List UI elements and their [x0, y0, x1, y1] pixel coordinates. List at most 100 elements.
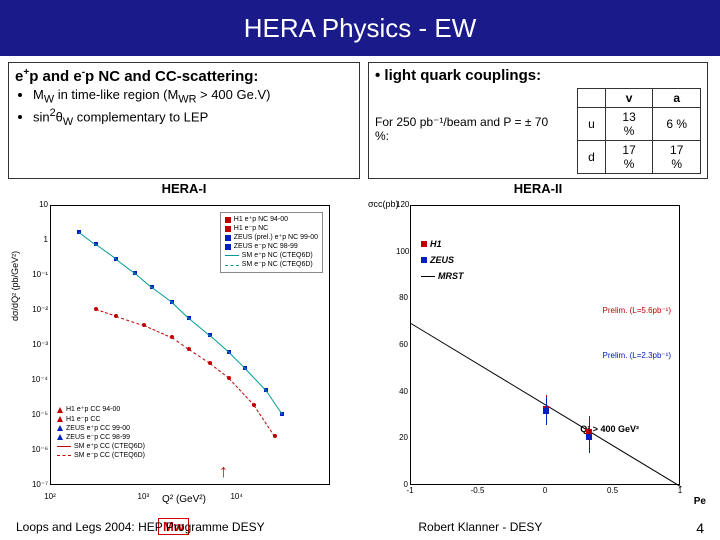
xtick: 10⁴	[230, 492, 242, 501]
cc-line	[172, 337, 189, 350]
table-cell: 17 %	[653, 141, 701, 174]
legend-label: H1 e⁺p CC 94-00	[66, 405, 120, 414]
legend-label: H1 e⁺p NC 94-00	[234, 215, 288, 224]
ytick: 10⁻¹	[30, 270, 48, 279]
info-line: For 250 pb⁻¹/beam and P = ± 70 %:	[375, 115, 563, 143]
legend-item: ZEUS e⁻p NC 98-99	[225, 242, 318, 251]
legend-marker-icon	[225, 217, 231, 223]
cc-line	[228, 378, 254, 406]
ytick: 100	[396, 247, 408, 256]
right-heading: • light quark couplings:	[375, 67, 701, 84]
xtick: 10³	[138, 492, 150, 501]
sm-line	[116, 259, 136, 274]
sm-line	[228, 352, 245, 369]
table-cell: 6 %	[653, 108, 701, 141]
table-cell: d	[578, 141, 606, 174]
xtick: -1	[406, 486, 413, 495]
charts-row: HERA-I dσ/dQ² (pb/GeV²) H1 e⁺p NC 94-00H…	[0, 179, 720, 521]
cc-line	[209, 363, 229, 379]
legend-item: ZEUS (prel.) e⁺p NC 99-00	[225, 233, 318, 242]
sm-line	[209, 335, 229, 353]
chart-right-ylabel: σcc(pb)	[368, 199, 399, 209]
mw-arrow-icon: ↑	[219, 461, 228, 482]
legend-label: ZEUS e⁻p NC 98-99	[234, 242, 298, 251]
legend-marker-icon	[57, 434, 63, 440]
upper-panels: e+p and e-p NC and CC-scattering: MW in …	[0, 56, 720, 179]
legend-label: ZEUS (prel.) e⁺p NC 99-00	[234, 233, 318, 242]
cc-line	[116, 316, 144, 326]
ytick: 40	[396, 387, 408, 396]
ytick: 1	[30, 235, 48, 244]
ytick: 10⁻³	[30, 340, 48, 349]
sm-line	[265, 390, 282, 415]
ytick: 10⁻²	[30, 305, 48, 314]
sm-line	[189, 318, 210, 336]
page-number: 4	[696, 520, 704, 536]
legend-marker-icon	[225, 244, 231, 250]
title-bar: HERA Physics - EW	[0, 0, 720, 56]
xtick: 1	[678, 486, 682, 495]
legend-marker-icon	[225, 235, 231, 241]
legend-item: H1 e⁺p NC 94-00	[225, 215, 318, 224]
legend-label: ZEUS e⁻p CC 98-99	[66, 433, 130, 442]
legend-label: SM e⁻p NC (CTEQ6D)	[242, 260, 313, 269]
legend-marker-icon	[57, 407, 63, 413]
footer-center: Robert Klanner - DESY	[418, 520, 542, 536]
left-heading: e+p and e-p NC and CC-scattering:	[15, 67, 353, 85]
legend-marker-icon	[421, 276, 435, 277]
legend-label: ZEUS e⁺p CC 99-00	[66, 424, 130, 433]
chart-left-title: HERA-I	[8, 181, 360, 196]
legend-item: H1 e⁻p NC	[225, 224, 318, 233]
annot-h1: Prelim. (L=5.6pb⁻¹)	[603, 306, 671, 315]
legend-label: SM e⁺p CC (CTEQ6D)	[74, 442, 145, 451]
xtick: 0.5	[607, 486, 618, 495]
legend-item: ZEUS	[421, 252, 464, 268]
chart-hera1: HERA-I dσ/dQ² (pb/GeV²) H1 e⁺p NC 94-00H…	[8, 181, 360, 521]
cc-line	[189, 349, 210, 364]
xtick: 10²	[44, 492, 56, 501]
sm-line	[172, 302, 189, 318]
chart-right-xlabel: Pe	[694, 496, 706, 507]
ytick: 10⁻⁷	[30, 480, 48, 489]
coupling-table: vau13 %6 %d17 %17 %	[577, 88, 701, 174]
legend-marker-icon	[57, 455, 71, 456]
legend-label: MRST	[438, 268, 464, 284]
left-bullets: MW in time-like region (MWR > 400 Ge.V)s…	[15, 87, 353, 128]
data-point	[543, 408, 549, 414]
data-point	[586, 434, 592, 440]
plot-area-right: H1ZEUSMRST Prelim. (L=5.6pb⁻¹) Prelim. (…	[410, 205, 680, 485]
table-cell: 17 %	[605, 141, 653, 174]
left-panel: e+p and e-p NC and CC-scattering: MW in …	[8, 62, 360, 179]
ytick: 60	[396, 340, 408, 349]
legend-label: SM e⁺p NC (CTEQ6D)	[242, 251, 313, 260]
footer: Loops and Legs 2004: HEP Programme DESY …	[0, 520, 720, 536]
chart-left-xlabel: Q² (GeV²)	[162, 494, 206, 505]
bullet-item: sin2θW complementary to LEP	[33, 107, 353, 128]
legend-label: H1 e⁻p NC	[234, 224, 268, 233]
legend-item: SM e⁻p CC (CTEQ6D)	[57, 451, 145, 460]
cc-line	[95, 309, 116, 317]
table-cell: u	[578, 108, 606, 141]
legend-marker-icon	[421, 257, 427, 263]
legend-marker-icon	[225, 255, 239, 256]
legend-label: H1	[430, 236, 442, 252]
legend-item: SM e⁺p NC (CTEQ6D)	[225, 251, 318, 260]
legend-marker-icon	[57, 416, 63, 422]
table-header: v	[605, 89, 653, 108]
legend-item: MRST	[421, 268, 464, 284]
legend-marker-icon	[421, 241, 427, 247]
ytick: 10⁻⁴	[30, 375, 48, 384]
legend-item: H1 e⁻p CC	[57, 415, 145, 424]
sm-line	[245, 369, 266, 391]
chart-left-ylabel: dσ/dQ² (pb/GeV²)	[10, 251, 20, 321]
table-header: a	[653, 89, 701, 108]
legend-item: ZEUS e⁻p CC 98-99	[57, 433, 145, 442]
xtick: -0.5	[471, 486, 485, 495]
legend-item: SM e⁻p NC (CTEQ6D)	[225, 260, 318, 269]
sm-line	[79, 232, 96, 245]
ytick: 10⁻⁶	[30, 445, 48, 454]
legend-item: ZEUS e⁺p CC 99-00	[57, 424, 145, 433]
chart-right-title: HERA-II	[368, 181, 708, 196]
table-row: u13 %6 %	[578, 108, 701, 141]
footer-left: Loops and Legs 2004: HEP Programme DESY	[16, 520, 265, 536]
